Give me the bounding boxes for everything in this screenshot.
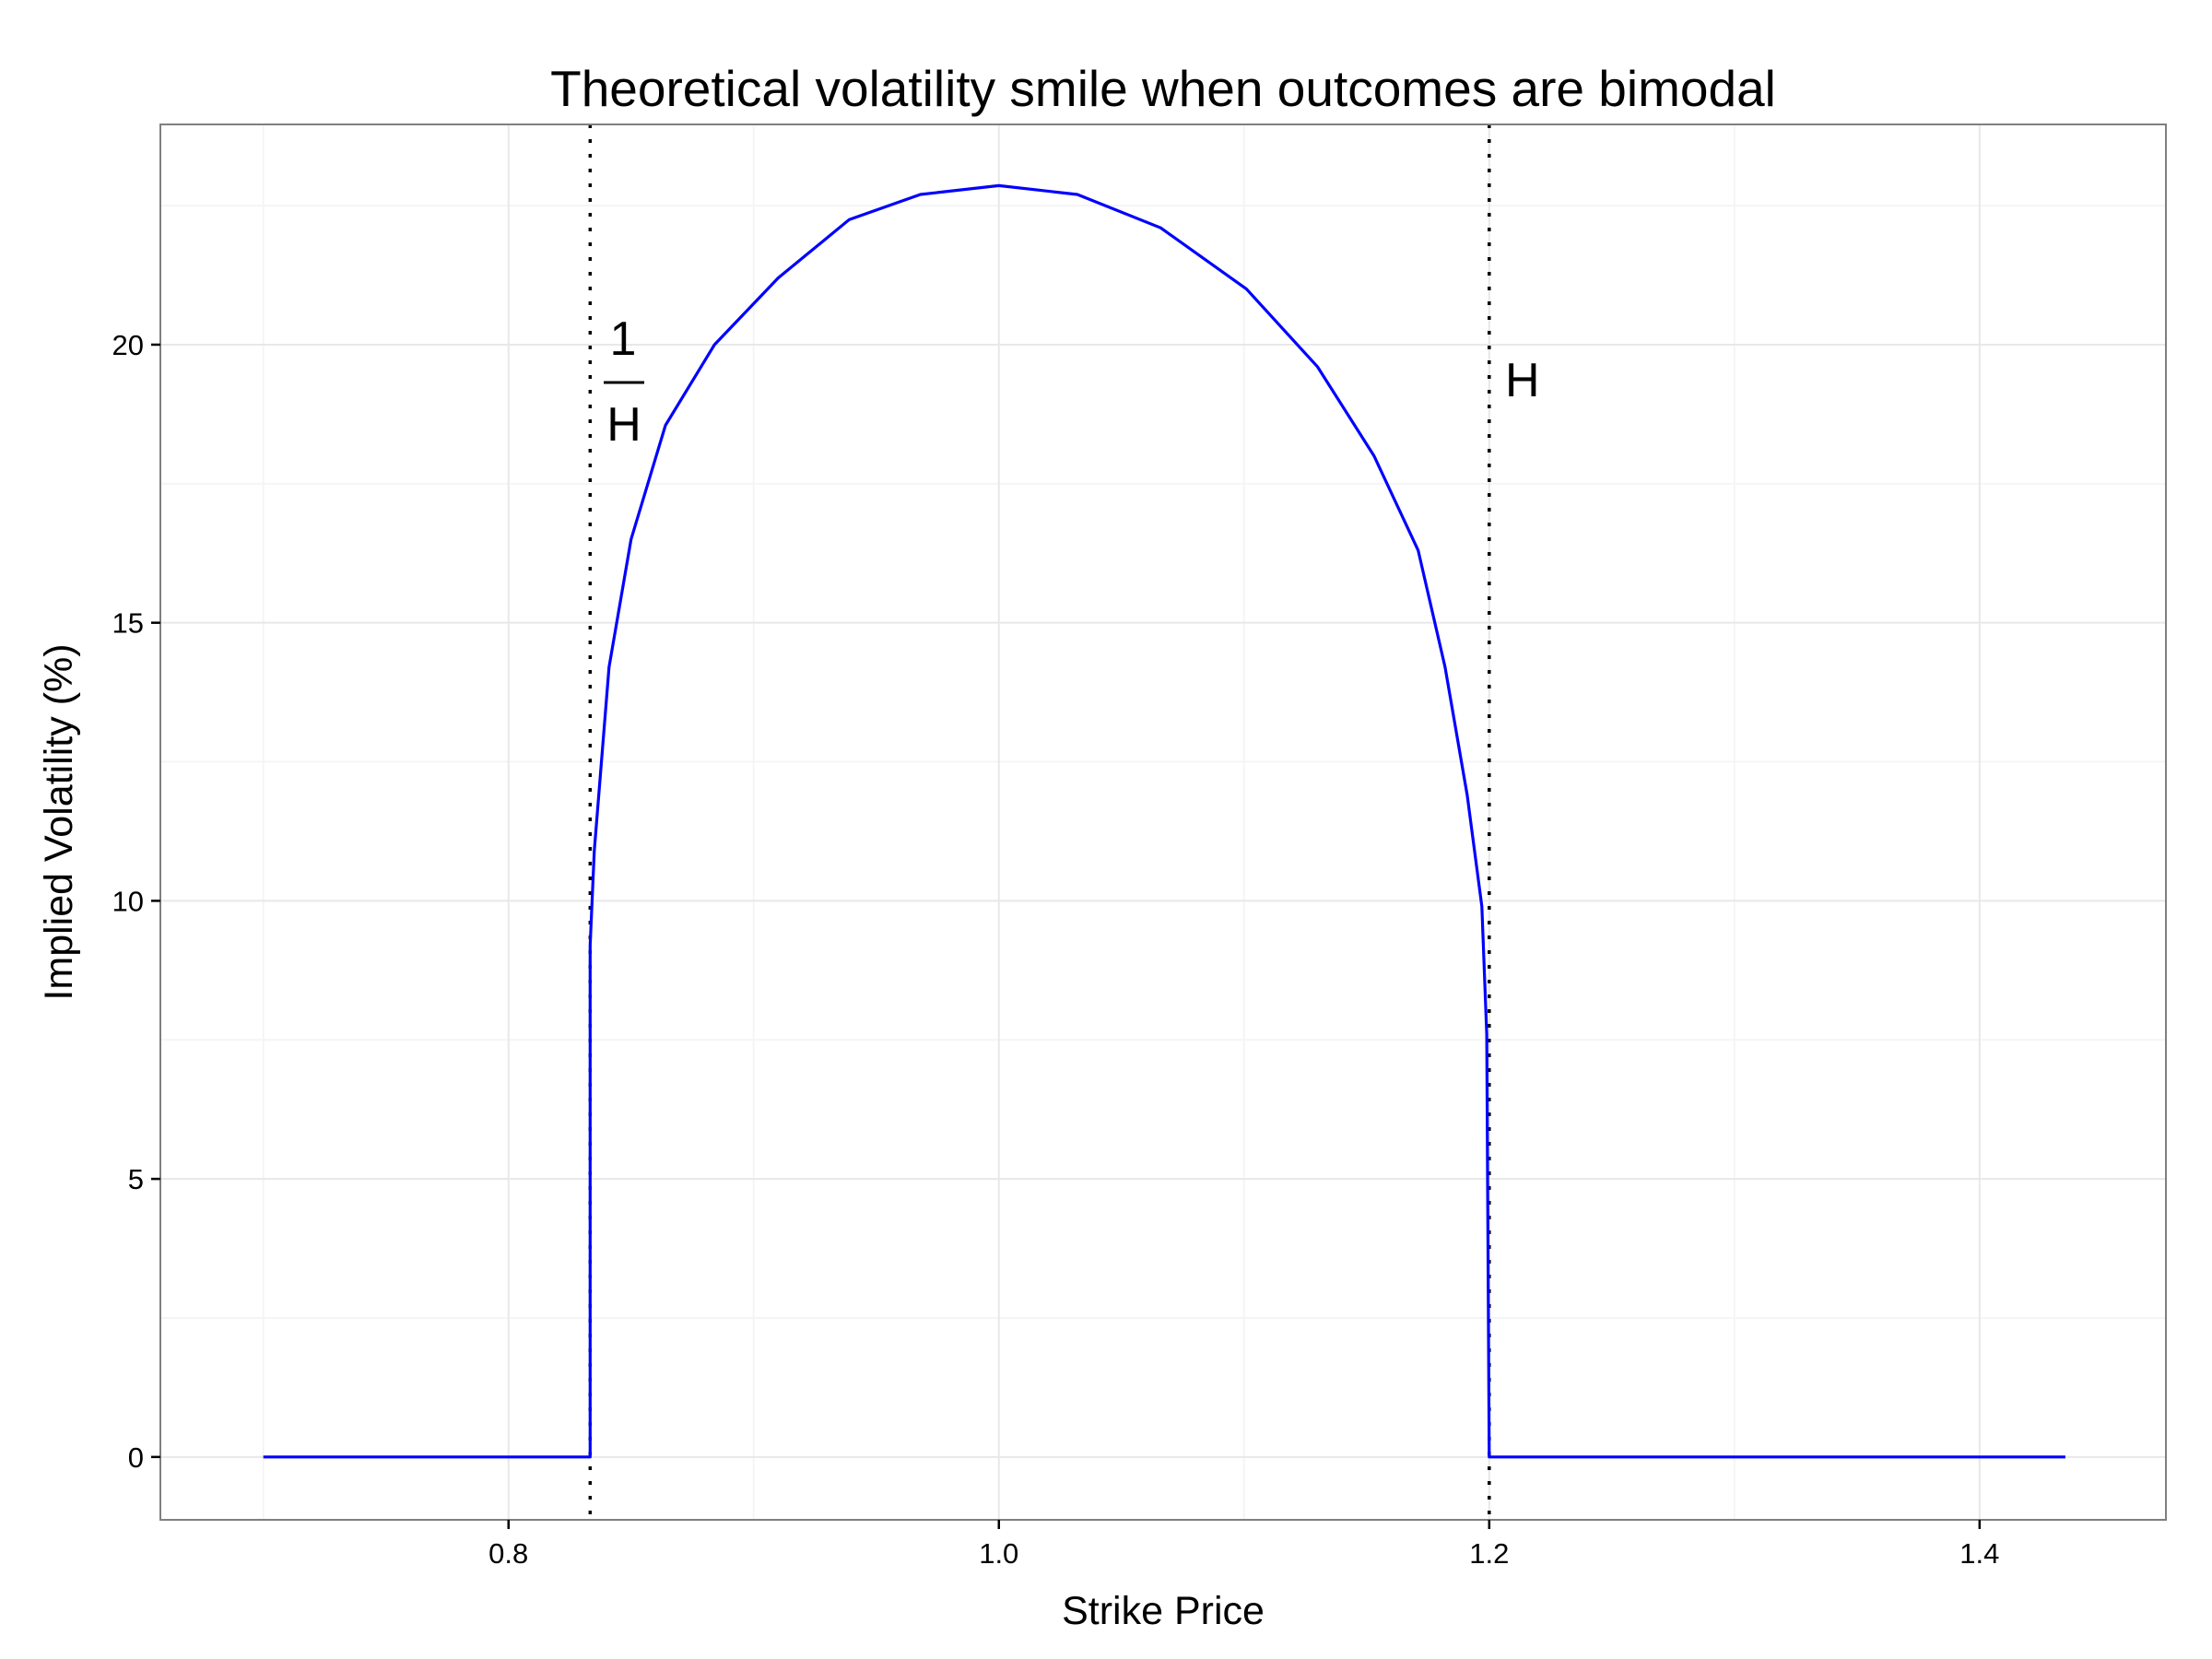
chart-title: Theoretical volatility smile when outcom… xyxy=(550,60,1776,117)
series-line xyxy=(263,183,2065,1459)
panel-border xyxy=(159,124,2167,1521)
y-tick-label: 10 xyxy=(112,885,144,917)
x-axis: 0.8 1.0 1.2 1.4 xyxy=(488,1520,1999,1570)
y-tick-label: 15 xyxy=(112,607,144,640)
y-axis-title: Implied Volatility (%) xyxy=(37,643,81,1000)
y-tick-label: 0 xyxy=(128,1441,144,1474)
x-tick-label: 0.8 xyxy=(488,1537,528,1570)
y-tick-label: 5 xyxy=(128,1163,144,1195)
annotation-h: H xyxy=(1505,354,1540,407)
y-tick-label: 20 xyxy=(112,329,144,361)
y-axis: 0 5 10 15 20 xyxy=(112,329,160,1474)
x-tick-label: 1.4 xyxy=(1959,1537,1999,1570)
annotation-denominator: H xyxy=(606,398,641,452)
annotation-numerator: 1 xyxy=(610,312,637,366)
x-tick-label: 1.0 xyxy=(979,1537,1018,1570)
plot-panel xyxy=(160,124,2166,1520)
x-axis-title: Strike Price xyxy=(1062,1589,1265,1633)
x-tick-label: 1.2 xyxy=(1469,1537,1509,1570)
annotation-one-over-h: 1 H xyxy=(604,312,644,452)
